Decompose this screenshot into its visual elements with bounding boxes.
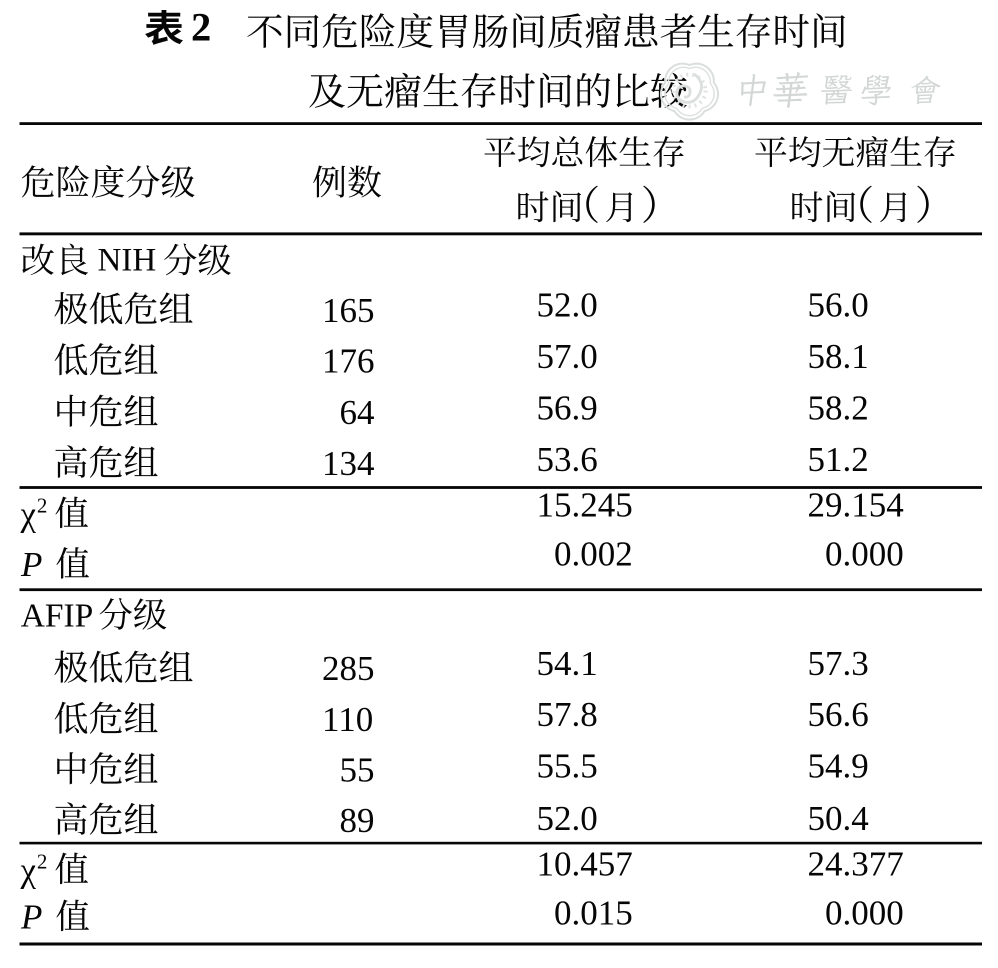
svg-text:15.245: 15.245 — [537, 486, 633, 525]
svg-text:0.000: 0.000 — [825, 894, 904, 933]
svg-text:χ: χ — [20, 495, 37, 534]
svg-text:56.0: 56.0 — [808, 286, 869, 325]
svg-text:P: P — [20, 545, 42, 584]
svg-text:55: 55 — [340, 751, 375, 790]
svg-text:53.6: 53.6 — [537, 440, 598, 479]
svg-text:57.0: 57.0 — [537, 337, 598, 376]
svg-text:176: 176 — [322, 342, 375, 381]
svg-text:AFIP: AFIP — [21, 597, 94, 634]
svg-text:64: 64 — [340, 393, 375, 432]
svg-text:58.1: 58.1 — [808, 337, 869, 376]
svg-text:58.2: 58.2 — [808, 389, 869, 428]
svg-text:57.3: 57.3 — [808, 644, 869, 683]
svg-text:285: 285 — [322, 649, 375, 688]
svg-text:89: 89 — [340, 801, 375, 840]
svg-text:10.457: 10.457 — [537, 845, 633, 884]
svg-text:110: 110 — [322, 700, 373, 739]
svg-text:NIH: NIH — [98, 243, 157, 279]
svg-text:2: 2 — [37, 493, 48, 517]
svg-text:2: 2 — [191, 5, 211, 50]
svg-text:χ: χ — [20, 851, 37, 890]
svg-text:134: 134 — [322, 444, 375, 483]
svg-text:24.377: 24.377 — [808, 845, 904, 884]
svg-text:57.8: 57.8 — [537, 695, 598, 734]
svg-text:56.6: 56.6 — [808, 695, 869, 734]
svg-text:29.154: 29.154 — [808, 486, 904, 525]
svg-text:P: P — [20, 898, 42, 937]
svg-text:0.000: 0.000 — [825, 535, 904, 574]
svg-text:52.0: 52.0 — [537, 286, 598, 325]
svg-text:56.9: 56.9 — [537, 389, 598, 428]
svg-text:51.2: 51.2 — [808, 440, 869, 479]
svg-text:54.1: 54.1 — [537, 644, 598, 683]
svg-text:50.4: 50.4 — [808, 799, 869, 838]
svg-text:52.0: 52.0 — [537, 799, 598, 838]
svg-text:55.5: 55.5 — [537, 747, 598, 786]
svg-text:0.015: 0.015 — [554, 894, 633, 933]
svg-text:165: 165 — [322, 291, 375, 330]
svg-text:54.9: 54.9 — [808, 747, 869, 786]
svg-text:2: 2 — [37, 849, 48, 873]
svg-text:0.002: 0.002 — [554, 535, 633, 574]
